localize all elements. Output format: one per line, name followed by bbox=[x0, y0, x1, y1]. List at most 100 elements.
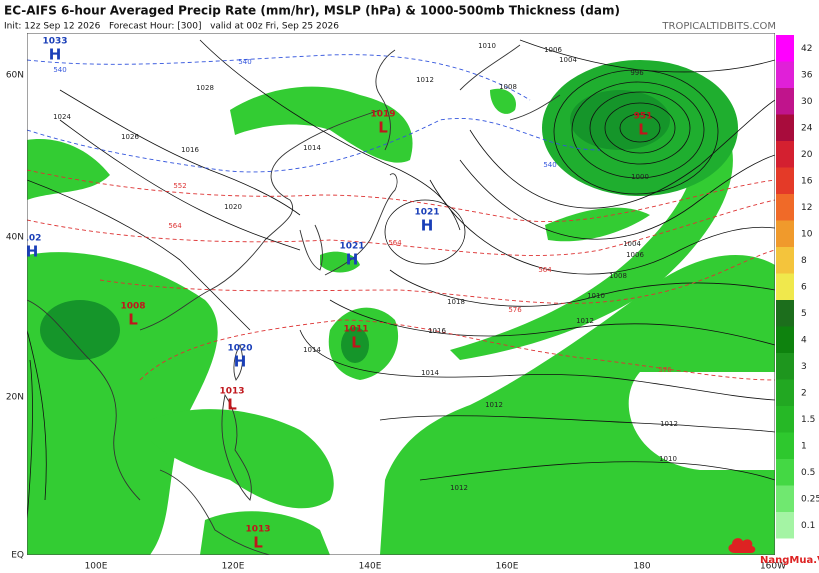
latitude-label: 60N bbox=[6, 71, 24, 81]
isobar bbox=[429, 179, 775, 275]
latitude-label: EQ bbox=[11, 551, 24, 561]
colorbar-swatch bbox=[776, 167, 794, 194]
thickness-label: 540 bbox=[543, 161, 556, 169]
coastline bbox=[459, 44, 561, 121]
isobar-label: 1014 bbox=[303, 144, 321, 152]
isobar-label: 1018 bbox=[447, 298, 465, 306]
colorbar-label: 12 bbox=[801, 203, 812, 213]
longitude-label: 160W bbox=[760, 562, 786, 572]
colorbar-swatch bbox=[776, 379, 794, 406]
colorbar-label: 36 bbox=[801, 70, 813, 80]
map-area: 1033H1019L951L1021H1021H102H1008L1011L10… bbox=[23, 33, 775, 555]
isobar-label: 1014 bbox=[421, 369, 439, 377]
isobars bbox=[27, 39, 775, 521]
isobar-label: 1006 bbox=[544, 46, 562, 54]
coastline bbox=[27, 299, 141, 501]
isobar-label: 1024 bbox=[53, 113, 71, 121]
isobar bbox=[571, 81, 705, 179]
colorbar-label: 0.5 bbox=[801, 468, 815, 478]
isobar-label: 1012 bbox=[450, 484, 468, 492]
isobar-label: 1000 bbox=[631, 173, 649, 181]
coastline bbox=[324, 173, 398, 276]
thickness-label: 576 bbox=[658, 366, 672, 374]
isobar-label: 1010 bbox=[659, 455, 677, 463]
colorbar-swatch bbox=[776, 61, 794, 88]
isobar-label: 1004 bbox=[623, 240, 641, 248]
precip-area bbox=[320, 251, 360, 273]
isobar-label: 1028 bbox=[196, 84, 214, 92]
colorbar-label: 30 bbox=[801, 97, 813, 107]
thickness-label: 552 bbox=[173, 182, 186, 190]
isobar bbox=[27, 179, 251, 331]
pressure-center-letter: H bbox=[346, 251, 359, 269]
isobar-label: 1014 bbox=[303, 346, 321, 354]
coastline bbox=[299, 224, 323, 271]
precip-area bbox=[27, 139, 110, 200]
pressure-center-value: 1033 bbox=[42, 37, 67, 47]
colorbar-label: 2 bbox=[801, 388, 807, 398]
colorbar-label: 20 bbox=[801, 150, 813, 160]
colorbar-swatch bbox=[776, 459, 794, 486]
isobar bbox=[379, 415, 775, 433]
isobar-label: 1008 bbox=[499, 83, 517, 91]
colorbar-swatch bbox=[776, 406, 794, 433]
pressure-center-value: 102 bbox=[23, 234, 42, 244]
colorbar-swatch bbox=[776, 114, 794, 141]
latitude-label: 40N bbox=[6, 233, 24, 243]
colorbar-label: 42 bbox=[801, 44, 812, 54]
isobar bbox=[519, 39, 775, 73]
colorbar-swatch bbox=[776, 485, 794, 512]
pressure-center-letter: H bbox=[234, 353, 247, 371]
colorbar-swatch bbox=[776, 141, 794, 168]
isobar bbox=[199, 39, 461, 231]
isobar-label: 1012 bbox=[485, 401, 503, 409]
isobar-label: 1012 bbox=[576, 317, 594, 325]
isobar-label: 1010 bbox=[478, 42, 496, 50]
coastline bbox=[159, 469, 271, 555]
colorbar-swatch bbox=[776, 220, 794, 247]
watermark: NangMua.VN bbox=[728, 538, 819, 566]
isobar bbox=[384, 199, 466, 265]
precip-area bbox=[150, 409, 334, 509]
coastline bbox=[221, 393, 252, 501]
longitude-label: 100E bbox=[85, 562, 108, 572]
precip-core bbox=[40, 300, 120, 360]
isobar bbox=[459, 154, 775, 240]
precip-core bbox=[570, 90, 670, 150]
precip-area bbox=[490, 88, 516, 114]
longitude-label: 160E bbox=[496, 562, 519, 572]
colorbar-swatch bbox=[776, 88, 794, 115]
colorbar-swatch bbox=[776, 273, 794, 300]
watermark-text: NangMua.VN bbox=[760, 555, 819, 566]
longitude-label: 120E bbox=[222, 562, 245, 572]
colorbar-label: 8 bbox=[801, 256, 807, 266]
colorbar-swatch bbox=[776, 353, 794, 380]
thickness-line bbox=[27, 199, 775, 256]
precip-area bbox=[200, 511, 330, 555]
pressure-center-letter: H bbox=[26, 243, 39, 261]
isobar bbox=[589, 91, 691, 165]
colorbar-swatch bbox=[776, 512, 794, 539]
isobar-label: 1008 bbox=[609, 272, 627, 280]
map-labels: 1033H1019L951L1021H1021H102H1008L1011L10… bbox=[23, 37, 678, 552]
colorbar-swatch bbox=[776, 326, 794, 353]
pressure-center-letter: L bbox=[227, 396, 237, 414]
colorbar-label: 5 bbox=[801, 309, 807, 319]
colorbar-swatch bbox=[776, 247, 794, 274]
pressure-center-letter: H bbox=[421, 217, 434, 235]
colorbar-label: 0.1 bbox=[801, 521, 815, 531]
thickness-lines bbox=[27, 54, 775, 381]
pressure-center-letter: L bbox=[128, 311, 138, 329]
coastline bbox=[375, 49, 396, 151]
isobar-label: 996 bbox=[630, 69, 644, 77]
pressure-center-letter: L bbox=[351, 334, 361, 352]
coastline bbox=[139, 109, 381, 331]
isobar bbox=[299, 329, 775, 401]
latitude-label: 20N bbox=[6, 393, 24, 403]
longitude-label: 180 bbox=[633, 562, 650, 572]
colorbar-swatch bbox=[776, 194, 794, 221]
pressure-center-value: 1020 bbox=[227, 344, 252, 354]
thickness-line bbox=[27, 118, 601, 173]
isobar bbox=[329, 299, 775, 346]
thickness-label: 564 bbox=[388, 239, 402, 247]
